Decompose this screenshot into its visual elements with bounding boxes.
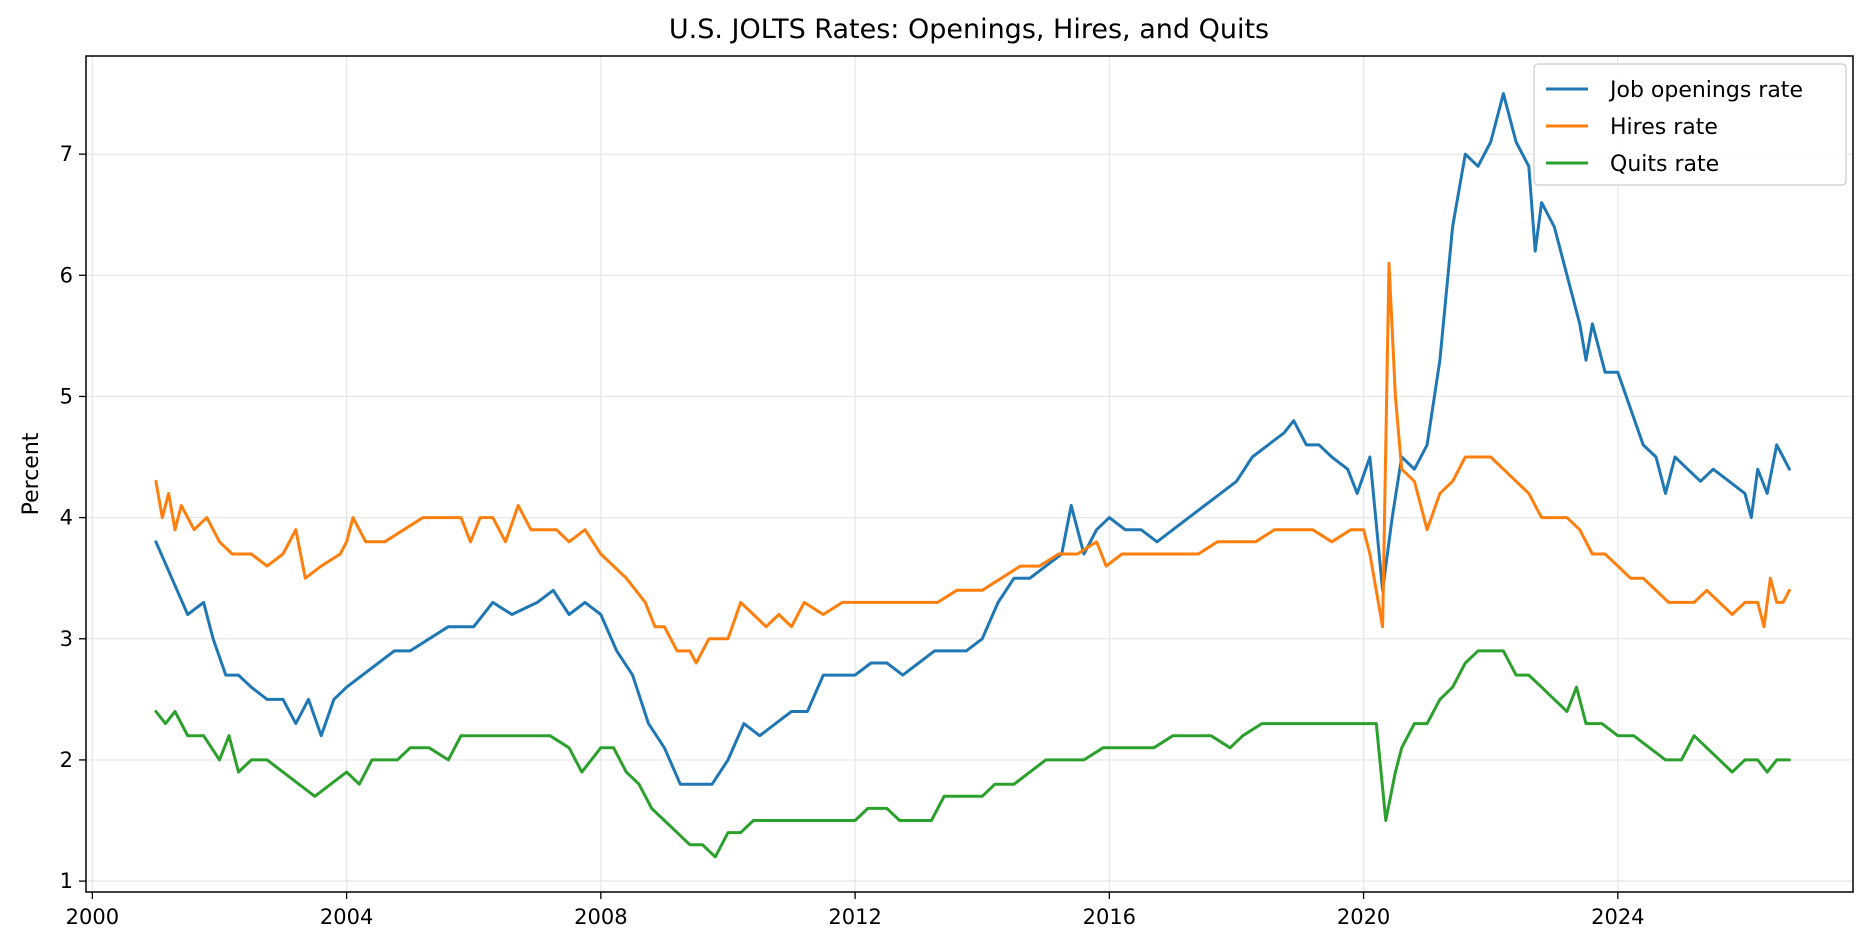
x-tick-label-2000: 2000 bbox=[66, 905, 119, 929]
legend-items: Job openings rate Hires rate Quits rate bbox=[1546, 78, 1803, 177]
legend-box bbox=[1533, 63, 1847, 186]
y-axis-title: Percent bbox=[19, 432, 44, 515]
x-tick-label-2020: 2020 bbox=[1337, 905, 1390, 929]
x-tick-label-2008: 2008 bbox=[574, 905, 627, 929]
legend-label-hires-rate: Hires rate bbox=[1610, 115, 1718, 140]
y-tick-label-7: 7 bbox=[60, 142, 73, 166]
x-tick-label-2004: 2004 bbox=[320, 905, 373, 929]
chart-title: U.S. JOLTS Rates: Openings, Hires, and Q… bbox=[669, 14, 1269, 45]
x-tick-label-2024: 2024 bbox=[1591, 905, 1644, 929]
legend: Job openings rate Hires rate Quits rate bbox=[1533, 63, 1847, 186]
series-line-quits-rate bbox=[154, 649, 1791, 859]
plot-frame bbox=[85, 55, 1854, 893]
y-tick-label-2: 2 bbox=[60, 748, 73, 772]
y-tick-label-5: 5 bbox=[60, 384, 73, 408]
y-tick-label-6: 6 bbox=[60, 263, 73, 287]
series-layer bbox=[154, 92, 1791, 859]
legend-label-quits-rate: Quits rate bbox=[1610, 152, 1719, 177]
series-line-hires-rate bbox=[154, 261, 1791, 665]
y-tick-label-3: 3 bbox=[60, 627, 73, 651]
x-tick-label-2012: 2012 bbox=[828, 905, 881, 929]
x-tick-label-2016: 2016 bbox=[1083, 905, 1136, 929]
y-tick-label-1: 1 bbox=[60, 869, 73, 893]
axis-layer: 2000 2004 2008 2012 2016 2020 2024 1 2 3 4 5 6 7 bbox=[60, 142, 1645, 929]
legend-label-job-openings-rate: Job openings rate bbox=[1608, 78, 1803, 103]
y-tick-label-4: 4 bbox=[60, 506, 73, 530]
series-line-job-openings-rate bbox=[154, 92, 1791, 786]
